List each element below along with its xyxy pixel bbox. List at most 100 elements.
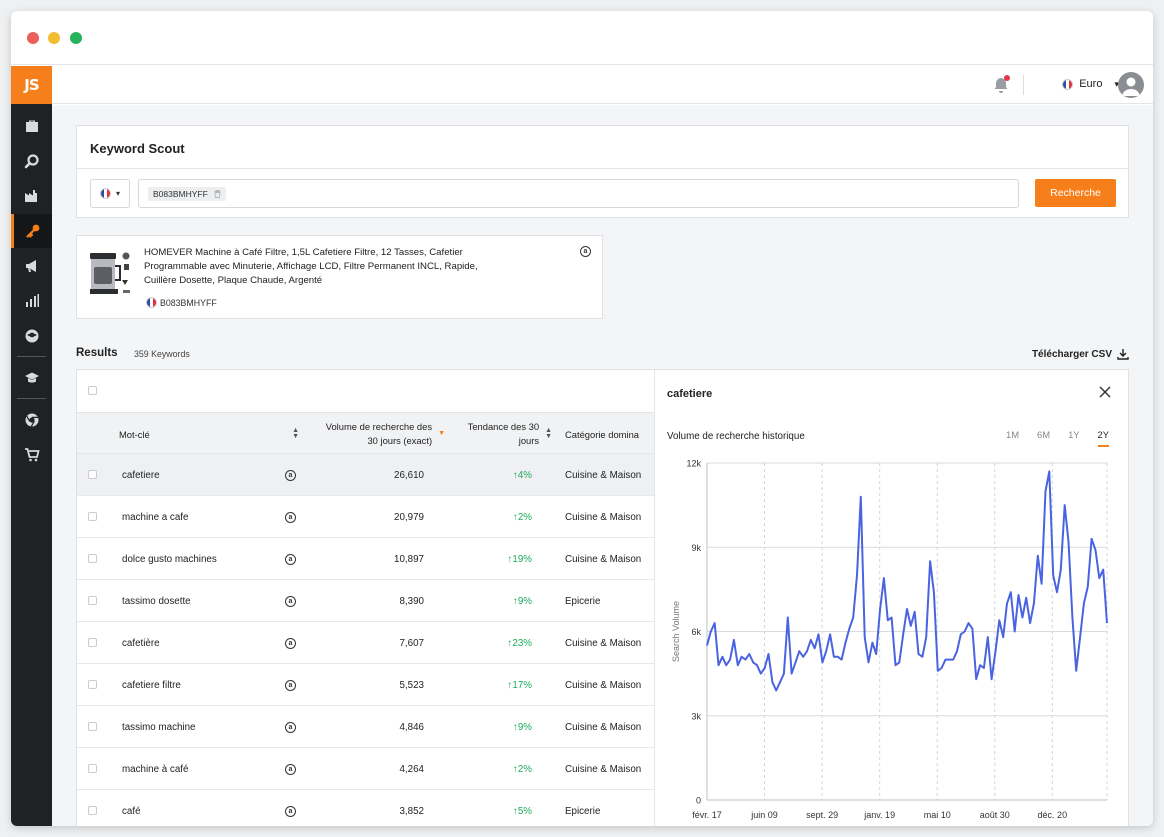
amazon-icon[interactable]: a bbox=[285, 511, 296, 523]
amazon-icon[interactable]: a bbox=[285, 637, 296, 649]
table-row[interactable]: café a 3,852 ↑5% Epicerie bbox=[77, 790, 654, 826]
results-count: 359 Keywords bbox=[134, 349, 190, 359]
currency-label: Euro bbox=[1079, 78, 1103, 90]
sort-icon: ▲ ▼ bbox=[545, 427, 552, 440]
category-cell: Cuisine & Maison bbox=[565, 721, 642, 733]
product-asin: B083BMHYFF bbox=[146, 297, 217, 308]
select-all-checkbox[interactable] bbox=[88, 386, 97, 395]
series-line bbox=[706, 470, 1108, 692]
column-header-keyword[interactable]: Mot-clé ▲ ▼ bbox=[119, 413, 299, 455]
row-checkbox[interactable] bbox=[88, 722, 97, 731]
top-bar: Euro ▾ bbox=[52, 66, 1153, 104]
category-cell: Cuisine & Maison bbox=[565, 469, 642, 481]
currency-selector[interactable]: Euro ▾ bbox=[1062, 78, 1119, 90]
range-tab-1y[interactable]: 1Y bbox=[1068, 429, 1080, 440]
range-tab-1m[interactable]: 1M bbox=[1006, 429, 1020, 440]
row-checkbox[interactable] bbox=[88, 470, 97, 479]
user-icon bbox=[1122, 77, 1140, 96]
table-row[interactable]: tassimo machine a 4,846 ↑9% Cuisine & Ma… bbox=[77, 706, 654, 748]
column-header-category[interactable]: Catégorie domina bbox=[565, 413, 639, 455]
amazon-icon[interactable]: a bbox=[285, 805, 296, 817]
y-tick-label: 12k bbox=[686, 459, 701, 469]
category-cell: Cuisine & Maison bbox=[565, 511, 642, 523]
amazon-icon[interactable]: a bbox=[285, 763, 296, 775]
category-cell: Cuisine & Maison bbox=[565, 637, 642, 649]
table-row[interactable]: cafetiere a 26,610 ↑4% Cuisine & Maison bbox=[77, 454, 654, 496]
sidebar-item-search[interactable] bbox=[11, 144, 52, 178]
product-image bbox=[90, 252, 130, 294]
keyword-cell: café bbox=[122, 805, 141, 817]
amazon-icon[interactable]: a bbox=[285, 679, 296, 691]
amazon-icon[interactable]: a bbox=[285, 721, 296, 733]
sidebar-item-advertising[interactable] bbox=[11, 249, 52, 283]
chrome-icon bbox=[25, 413, 38, 427]
js-logo[interactable]: JS bbox=[11, 66, 52, 104]
amazon-icon[interactable]: a bbox=[580, 246, 591, 257]
close-window-button[interactable] bbox=[27, 32, 39, 44]
column-header-trend[interactable]: Tendance des 30 jours ▲ ▼ bbox=[460, 413, 552, 455]
sidebar-item-analytics[interactable] bbox=[11, 284, 52, 318]
table-toolbar bbox=[77, 370, 654, 412]
x-tick-label: mai 10 bbox=[924, 810, 951, 820]
amazon-icon[interactable]: a bbox=[285, 553, 296, 565]
asin-chip-label: B083BMHYFF bbox=[153, 189, 208, 199]
minimize-window-button[interactable] bbox=[48, 32, 60, 44]
y-axis-label: Search Volume bbox=[671, 601, 681, 662]
x-tick-label: sept. 29 bbox=[806, 810, 838, 820]
row-checkbox[interactable] bbox=[88, 638, 97, 647]
sidebar-divider bbox=[17, 398, 46, 399]
row-checkbox[interactable] bbox=[88, 512, 97, 521]
sidebar-divider bbox=[17, 356, 46, 357]
table-row[interactable]: tassimo dosette a 8,390 ↑9% Epicerie bbox=[77, 580, 654, 622]
volume-cell: 20,979 bbox=[394, 511, 424, 523]
notification-badge bbox=[1004, 75, 1010, 81]
search-button[interactable]: Recherche bbox=[1035, 179, 1116, 207]
app-window: JS bbox=[11, 11, 1153, 826]
row-checkbox[interactable] bbox=[88, 680, 97, 689]
user-avatar[interactable] bbox=[1118, 72, 1144, 98]
maximize-window-button[interactable] bbox=[70, 32, 82, 44]
asin-search-input[interactable]: B083BMHYFF bbox=[138, 179, 1019, 208]
table-row[interactable]: cafetière a 7,607 ↑23% Cuisine & Maison bbox=[77, 622, 654, 664]
amazon-icon[interactable]: a bbox=[285, 595, 296, 607]
trend-cell: ↑2% bbox=[512, 511, 532, 523]
sort-desc-icon: ▼ bbox=[438, 430, 445, 437]
sidebar-item-training[interactable] bbox=[11, 361, 52, 395]
keyword-cell: cafetiere bbox=[122, 469, 160, 481]
range-tab-2y[interactable]: 2Y bbox=[1097, 429, 1109, 447]
row-checkbox[interactable] bbox=[88, 554, 97, 563]
table-row[interactable]: machine a cafe a 20,979 ↑2% Cuisine & Ma… bbox=[77, 496, 654, 538]
download-csv-button[interactable]: Télécharger CSV bbox=[1032, 348, 1129, 360]
keyword-cell: cafetière bbox=[122, 637, 160, 649]
row-checkbox[interactable] bbox=[88, 596, 97, 605]
volume-cell: 4,264 bbox=[399, 763, 424, 775]
table-row[interactable]: machine à café a 4,264 ↑2% Cuisine & Mai… bbox=[77, 748, 654, 790]
keyword-detail-panel: cafetiere Volume de recherche historique… bbox=[654, 370, 1128, 826]
trash-icon[interactable] bbox=[214, 190, 221, 198]
topbar-divider bbox=[1023, 75, 1024, 95]
range-tabs: 1M 6M 1Y 2Y bbox=[1006, 429, 1109, 447]
table-row[interactable]: cafetiere filtre a 5,523 ↑17% Cuisine & … bbox=[77, 664, 654, 706]
category-cell: Epicerie bbox=[565, 805, 601, 817]
sidebar-item-chrome-extension[interactable] bbox=[11, 403, 52, 437]
amazon-icon[interactable]: a bbox=[285, 469, 296, 481]
column-header-volume[interactable]: Volume de recherche des 30 jours (exact)… bbox=[317, 413, 445, 455]
row-checkbox[interactable] bbox=[88, 806, 97, 815]
close-icon[interactable] bbox=[1098, 385, 1112, 399]
megaphone-icon bbox=[25, 260, 36, 272]
sidebar-item-keyword-scout[interactable] bbox=[11, 214, 52, 248]
sidebar-item-product-database[interactable] bbox=[11, 109, 52, 143]
sidebar-item-supplier[interactable] bbox=[11, 179, 52, 213]
sidebar-item-cart[interactable] bbox=[11, 438, 52, 472]
volume-cell: 8,390 bbox=[399, 595, 424, 607]
notification-bell-icon[interactable] bbox=[992, 76, 1010, 94]
x-tick-label: juin 09 bbox=[750, 810, 778, 820]
table-row[interactable]: dolce gusto machines a 10,897 ↑19% Cuisi… bbox=[77, 538, 654, 580]
sidebar-item-academy[interactable] bbox=[11, 319, 52, 353]
education-icon bbox=[25, 329, 38, 343]
row-checkbox[interactable] bbox=[88, 764, 97, 773]
marketplace-select[interactable]: ▾ bbox=[90, 179, 130, 208]
download-icon bbox=[1117, 349, 1129, 360]
range-tab-6m[interactable]: 6M bbox=[1037, 429, 1051, 440]
trend-cell: ↑5% bbox=[512, 805, 532, 817]
